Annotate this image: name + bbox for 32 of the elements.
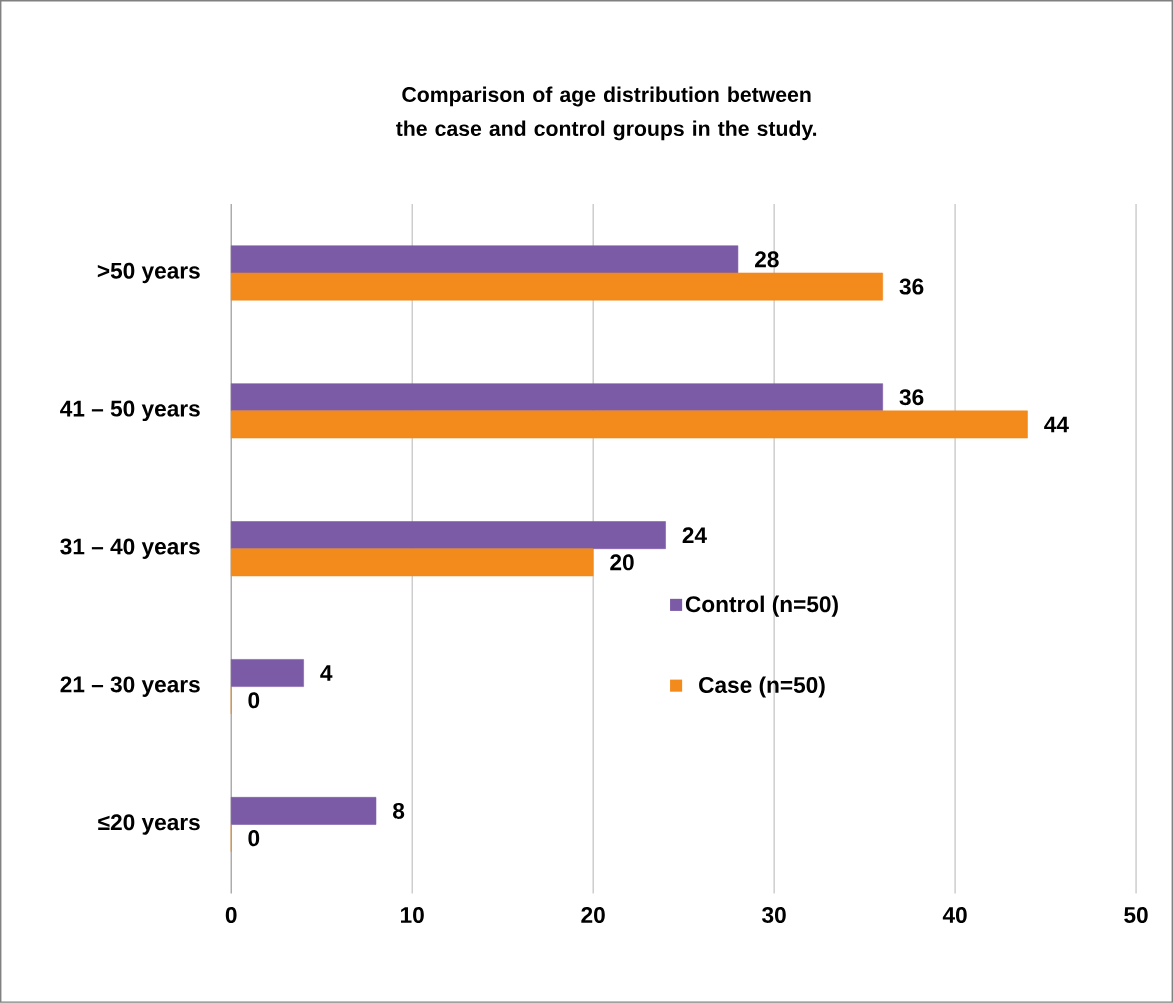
y-tick-label: 31 – 40 years — [60, 538, 200, 560]
data-label: 20 — [610, 554, 634, 571]
data-label: 0 — [248, 830, 260, 847]
data-label: 0 — [248, 692, 260, 709]
bar — [230, 410, 1028, 439]
bar — [230, 659, 304, 687]
bar — [230, 548, 594, 577]
legend-label: Case (n=50) — [699, 676, 825, 698]
data-label: 4 — [320, 665, 333, 681]
chart-title: Comparison of age distribution between the case and control groups in the study. — [396, 86, 817, 141]
bar — [230, 383, 883, 412]
data-label: 36 — [899, 389, 924, 406]
x-tick-label: 10 — [401, 907, 424, 924]
x-tick-label: 20 — [581, 907, 605, 924]
y-tick-label: 21 – 30 years — [60, 676, 200, 697]
x-tick-label: 0 — [225, 907, 237, 924]
y-tick-label: >50 years — [97, 262, 200, 284]
bar — [230, 245, 739, 274]
bar — [230, 272, 883, 301]
x-tick-label: 30 — [762, 907, 786, 924]
y-tick-label: ≤20 years — [98, 814, 200, 835]
data-label: 44 — [1044, 416, 1069, 433]
data-label: 36 — [899, 278, 924, 295]
x-tick-label: 40 — [942, 907, 967, 924]
legend-label: Control (n=50) — [685, 595, 838, 617]
y-tick-label: 41 – 50 years — [60, 400, 200, 422]
data-label: 8 — [393, 802, 405, 819]
data-label: 28 — [755, 251, 779, 268]
x-tick-label: 50 — [1124, 907, 1148, 924]
bar — [230, 521, 666, 550]
bar — [230, 797, 377, 825]
data-label: 24 — [682, 527, 707, 544]
